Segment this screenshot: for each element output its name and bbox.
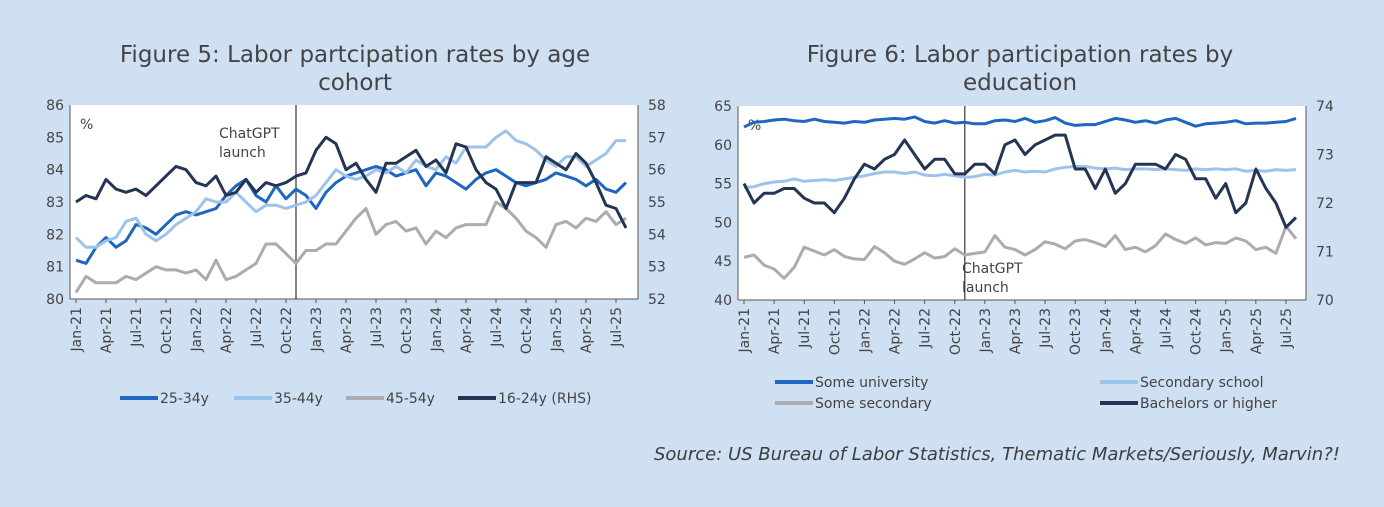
y-right-tick-label: 56 [648, 163, 666, 179]
y-right-tick-label: 53 [648, 260, 666, 276]
x-tick-label: Oct-22 [948, 308, 964, 355]
x-tick-label: Jul-21 [129, 307, 145, 348]
x-tick-label: Jan-24 [429, 307, 445, 353]
legend-label: Some university [815, 375, 928, 391]
x-tick-label: Oct-23 [399, 307, 415, 354]
source-note: Source: US Bureau of Labor Statistics, T… [653, 444, 1340, 465]
y-left-tick-label: 65 [714, 99, 732, 115]
x-tick-label: Jan-23 [309, 307, 325, 352]
y-right-tick-label: 71 [1316, 245, 1334, 261]
x-tick-label: Jul-23 [369, 307, 385, 348]
y-left-tick-label: 81 [46, 260, 64, 276]
y-left-tick-label: 50 [714, 215, 732, 231]
x-tick-label: Apr-23 [339, 307, 355, 353]
y-left-tick-label: 82 [46, 227, 64, 243]
chatgpt-launch-label: ChatGPT [962, 261, 1023, 277]
y-right-tick-label: 54 [648, 227, 666, 243]
y-left-tick-label: 85 [46, 130, 64, 146]
y-left-tick-label: 45 [714, 254, 732, 270]
x-tick-label: Jan-24 [1098, 308, 1114, 354]
x-tick-label: Apr-24 [1128, 308, 1144, 354]
y-left-tick-label: 80 [46, 292, 64, 308]
legend-label: Some secondary [815, 396, 932, 412]
y-right-tick-label: 58 [648, 98, 666, 114]
x-tick-label: Apr-21 [99, 307, 115, 353]
x-tick-label: Jul-25 [1279, 308, 1295, 349]
legend-label: 35-44y [274, 391, 323, 407]
x-tick-label: Apr-22 [219, 307, 235, 353]
x-tick-label: Apr-25 [579, 307, 595, 353]
x-tick-label: Oct-22 [279, 307, 295, 354]
x-tick-label: Jul-23 [1038, 308, 1054, 349]
x-tick-label: Oct-24 [519, 307, 535, 354]
y-right-tick-label: 52 [648, 292, 666, 308]
series-line-1 [743, 115, 1297, 129]
chatgpt-launch-label: ChatGPT [219, 126, 280, 142]
x-tick-label: Jul-24 [489, 307, 505, 348]
plot-area [70, 105, 638, 299]
x-tick-label: Apr-22 [888, 308, 904, 354]
x-tick-label: Jul-24 [1159, 308, 1175, 349]
x-tick-label: Jan-25 [549, 307, 565, 352]
y-right-tick-label: 57 [648, 130, 666, 146]
series-line-2 [743, 165, 1297, 189]
chatgpt-launch-label: launch [962, 280, 1009, 296]
x-tick-label: Jan-21 [69, 307, 85, 352]
y-left-tick-label: 55 [714, 177, 732, 193]
x-tick-label: Apr-23 [1008, 308, 1024, 354]
y-right-tick-label: 73 [1316, 148, 1334, 164]
y-right-tick-label: 55 [648, 195, 666, 211]
x-tick-label: Jan-25 [1219, 308, 1235, 353]
x-tick-label: Jul-22 [918, 308, 934, 349]
x-tick-label: Jan-22 [857, 308, 873, 353]
x-tick-label: Jan-23 [978, 308, 994, 353]
x-tick-label: Oct-21 [827, 308, 843, 355]
legend-label: 45-54y [386, 391, 435, 407]
legend-label: 25-34y [160, 391, 209, 407]
x-tick-label: Oct-21 [159, 307, 175, 354]
x-tick-label: Oct-23 [1068, 308, 1084, 355]
y-left-tick-label: 86 [46, 98, 64, 114]
legend-label: Bachelors or higher [1140, 396, 1277, 412]
figure-5-title: Figure 5: Labor partcipation rates by ag… [119, 42, 591, 96]
series-line-4 [75, 135, 628, 229]
x-tick-label: Jul-25 [609, 307, 625, 348]
x-tick-label: Oct-24 [1189, 308, 1205, 355]
x-tick-label: Jan-22 [189, 307, 205, 352]
y-unit-label: % [80, 117, 93, 133]
x-tick-label: Apr-21 [767, 308, 783, 354]
series-line-3 [743, 224, 1298, 280]
x-tick-label: Apr-25 [1249, 308, 1265, 354]
legend-label: 16-24y (RHS) [498, 391, 591, 407]
legend-label: Secondary school [1140, 375, 1263, 391]
chatgpt-launch-label: launch [219, 145, 266, 161]
figure-6-title: Figure 6: Labor participation rates by e… [806, 42, 1234, 96]
series-line-3 [74, 200, 627, 294]
y-left-tick-label: 84 [46, 163, 64, 179]
plot-area [738, 106, 1306, 300]
x-tick-label: Jul-21 [797, 308, 813, 349]
y-right-tick-label: 72 [1316, 196, 1334, 212]
y-left-tick-label: 60 [714, 138, 732, 154]
y-right-tick-label: 74 [1316, 99, 1334, 115]
y-left-tick-label: 40 [714, 293, 732, 309]
series-line-4 [742, 133, 1298, 229]
x-tick-label: Jul-22 [249, 307, 265, 348]
series-line-2 [74, 129, 626, 249]
y-right-tick-label: 70 [1316, 293, 1334, 309]
x-tick-label: Apr-24 [459, 307, 475, 353]
y-left-tick-label: 83 [46, 195, 64, 211]
x-tick-label: Jan-21 [737, 308, 753, 353]
